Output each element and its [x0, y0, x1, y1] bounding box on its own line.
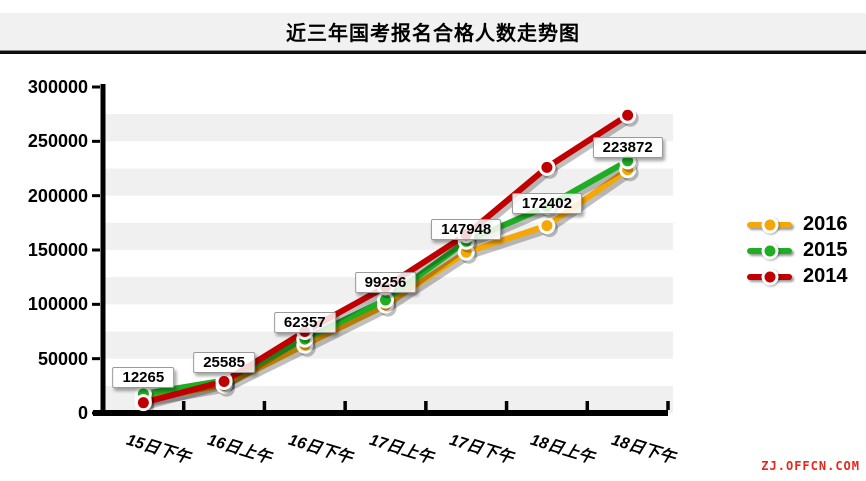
plot-band	[105, 222, 673, 250]
legend-line-2014-icon	[747, 268, 792, 285]
legend-label-2016: 2016	[803, 213, 848, 235]
data-point-2014-2	[299, 326, 311, 337]
legend-label-2015: 2015	[803, 239, 848, 261]
legend-line-2015-icon	[747, 242, 792, 259]
data-point-2014-5	[541, 161, 553, 173]
data-point-2014-4	[460, 229, 472, 241]
title-divider	[0, 51, 866, 54]
page-title: 近三年国考报名合格人数走势图	[286, 23, 580, 45]
data-point-2014-1	[218, 375, 230, 387]
legend: 2016 2015 2014	[747, 213, 848, 294]
legend-marker-2014-icon	[761, 268, 778, 285]
legend-label-2014: 2014	[803, 265, 848, 287]
title-bar: 近三年国考报名合格人数走势图	[0, 13, 866, 51]
data-point-2014-6	[622, 109, 634, 121]
line-2014	[140, 112, 631, 406]
watermark: ZJ.OFFCN.COM	[761, 459, 860, 473]
data-point-2015-5	[541, 201, 553, 213]
plot-band	[105, 114, 673, 142]
legend-item-2016: 2016	[747, 213, 848, 235]
legend-line-2016-icon	[747, 216, 792, 233]
legend-marker-2015-icon	[761, 242, 778, 259]
data-point-2016-5	[541, 220, 553, 232]
legend-item-2015: 2015	[747, 239, 848, 261]
legend-item-2014: 2014	[747, 265, 848, 287]
legend-marker-2016-icon	[761, 216, 778, 233]
data-point-2014-0	[137, 397, 149, 409]
data-point-2014-3	[380, 281, 391, 293]
data-point-2015-3	[380, 294, 391, 306]
plot-band	[105, 331, 673, 359]
data-point-2015-6	[622, 155, 634, 167]
data-point-2016-4	[460, 246, 472, 258]
